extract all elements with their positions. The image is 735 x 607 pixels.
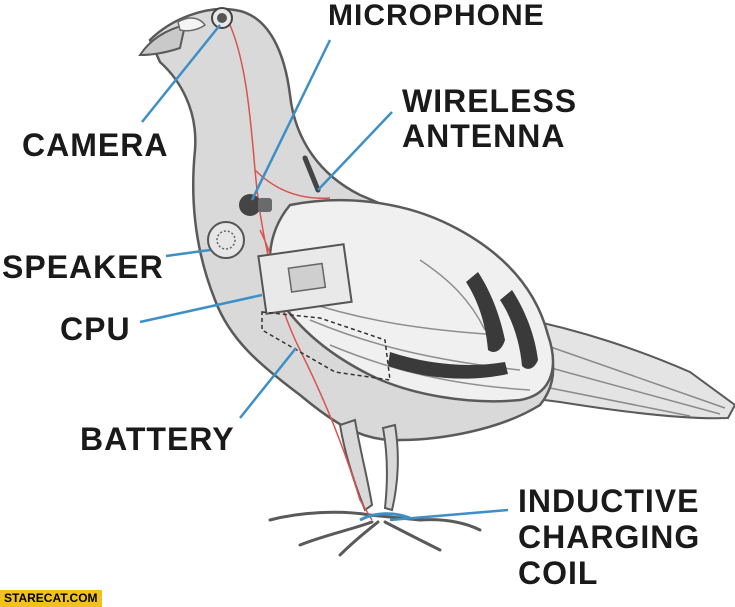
label-wireless-antenna: WIRELESS ANTENNA: [402, 84, 577, 153]
leader-lines: [139, 24, 509, 522]
watermark: STARECAT.COM: [0, 590, 102, 607]
wing-bar-3: [388, 352, 508, 379]
label-wireless-line2: ANTENNA: [402, 117, 566, 154]
label-microphone: MICROPHONE: [328, 0, 545, 32]
label-wireless-line1: WIRELESS: [402, 83, 578, 119]
pigeon-feet: [268, 510, 482, 557]
label-induct-line2: CHARGING: [518, 518, 701, 555]
label-induct-line3: COIL: [518, 554, 599, 591]
label-camera: CAMERA: [22, 127, 169, 163]
tail-feather-lines: [534, 344, 726, 417]
wing-bar-1: [466, 272, 505, 352]
battery-outline: [261, 311, 391, 381]
inductive-coil-icon: [359, 512, 411, 522]
label-battery: BATTERY: [80, 421, 235, 457]
label-inductive-charging-coil: INDUCTIVE CHARGING COIL: [518, 483, 701, 591]
pigeon-leg-front: [338, 418, 374, 512]
pigeon-beak: [138, 23, 187, 57]
label-cpu: CPU: [60, 311, 131, 347]
label-induct-line1: INDUCTIVE: [518, 483, 700, 519]
pigeon-leg-back: [381, 423, 399, 512]
wing-feather-lines: [299, 259, 531, 391]
pigeon-cere: [177, 17, 207, 32]
pigeon-tail: [503, 316, 735, 420]
wing-bar-2: [500, 290, 538, 369]
microphone-icon: [239, 194, 261, 216]
speaker-icon: [207, 221, 245, 259]
wireless-antenna-icon: [302, 155, 321, 193]
label-speaker: SPEAKER: [2, 249, 164, 285]
